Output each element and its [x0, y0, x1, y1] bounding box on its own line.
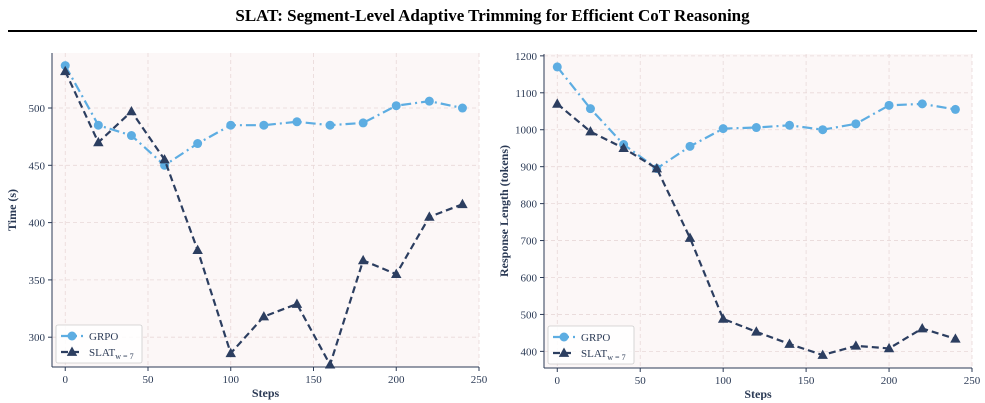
slat-point [159, 154, 170, 164]
x-axis-label: Steps [744, 387, 772, 400]
slat-point [917, 322, 928, 333]
slat-point [751, 326, 762, 336]
grpo-point [391, 101, 401, 111]
slat-point [291, 298, 303, 308]
y-axis-label: Response Length (tokens) [497, 145, 511, 277]
x-tick-label: 150 [798, 375, 815, 387]
title-rule [8, 30, 977, 32]
grpo-point [751, 123, 761, 133]
grpo-point [585, 104, 595, 114]
y-tick-label: 900 [521, 162, 538, 174]
figure-header: SLAT: Segment-Level Adaptive Trimming fo… [0, 0, 985, 36]
grpo-point [718, 124, 728, 134]
x-tick-label: 0 [62, 374, 68, 386]
slat-point [883, 342, 895, 353]
slat-point [684, 232, 696, 242]
grpo-point [93, 120, 103, 130]
x-tick-label: 0 [555, 375, 561, 387]
y-tick-label: 450 [29, 160, 46, 172]
y-tick-label: 1100 [515, 88, 537, 100]
slat-point [850, 340, 862, 350]
slat-point [424, 211, 435, 221]
slat-point [618, 142, 629, 153]
legend-box [547, 325, 635, 365]
slat-point [457, 198, 468, 209]
legend-label-subscript: w = 7 [115, 352, 133, 361]
x-axis-label: Steps [252, 386, 280, 400]
grpo-point [818, 125, 828, 135]
slat-point [60, 65, 71, 76]
plot-area [544, 54, 972, 368]
slat-point [258, 311, 270, 321]
grpo-point [552, 62, 562, 72]
slat-point [324, 359, 336, 369]
grpo-point [950, 104, 960, 114]
x-tick-label: 150 [305, 374, 322, 386]
grpo-point [259, 120, 269, 130]
y-tick-label: 500 [29, 103, 46, 115]
legend-label: GRPO [89, 331, 118, 343]
grpo-point [126, 131, 136, 141]
slat-point [126, 105, 137, 116]
grpo-point [851, 119, 861, 129]
slat-point [950, 333, 961, 343]
grpo-point [685, 141, 695, 151]
y-tick-label: 400 [521, 346, 538, 358]
grpo-point [884, 100, 894, 110]
slat-point [817, 349, 828, 359]
grpo-point [193, 139, 203, 149]
slat-point [225, 347, 236, 358]
y-tick-label: 1000 [515, 125, 538, 137]
grpo-point [785, 120, 795, 130]
slat-point [585, 126, 596, 136]
slat-point [93, 136, 104, 147]
slat-point [651, 163, 663, 173]
y-tick-label: 600 [521, 272, 538, 284]
x-tick-label: 100 [222, 374, 239, 386]
x-tick-label: 250 [964, 375, 981, 387]
legend-label: GRPO [581, 332, 610, 344]
y-tick-label: 500 [521, 309, 538, 321]
legend-box [55, 324, 143, 364]
x-tick-label: 200 [881, 375, 898, 387]
legend-marker-circle [559, 332, 569, 342]
grpo-point [292, 117, 302, 127]
legend-marker-triangle [558, 347, 570, 357]
slat-point [192, 244, 203, 254]
legend-label-subscript: w = 7 [607, 353, 625, 362]
y-axis-label: Time (s) [5, 189, 19, 231]
slat-point [391, 268, 402, 279]
slat-point [357, 254, 369, 265]
y-tick-label: 400 [29, 218, 46, 230]
x-tick-label: 50 [142, 374, 154, 386]
legend-marker-triangle [66, 346, 78, 356]
grpo-point [325, 120, 335, 130]
legend-marker-circle [67, 331, 77, 341]
grpo-point [60, 61, 70, 71]
figure-title: SLAT: Segment-Level Adaptive Trimming fo… [235, 6, 750, 25]
x-tick-label: 250 [471, 374, 488, 386]
grpo-point [424, 96, 434, 106]
time-chart: 0 50 100 150 200 250 300 350 400 450 500 Steps Time … [5, 53, 488, 400]
grpo-point [358, 118, 368, 128]
y-tick-label: 350 [29, 275, 46, 287]
x-tick-label: 50 [635, 375, 647, 387]
grpo-point [226, 120, 236, 130]
x-tick-label: 200 [388, 374, 405, 386]
slat-point [784, 338, 795, 348]
grpo-point [457, 103, 467, 113]
y-tick-label: 300 [29, 332, 46, 344]
y-tick-label: 800 [521, 199, 538, 211]
y-tick-label: 700 [521, 236, 538, 248]
y-tick-label: 1200 [515, 51, 538, 63]
slat-point [552, 98, 563, 108]
slat-point [717, 313, 729, 323]
x-tick-label: 100 [715, 375, 732, 387]
response-length-chart: 0 50 100 150 200 250 400 500 600 700 800 900 1000 110… [497, 51, 981, 400]
grpo-point [917, 99, 927, 109]
